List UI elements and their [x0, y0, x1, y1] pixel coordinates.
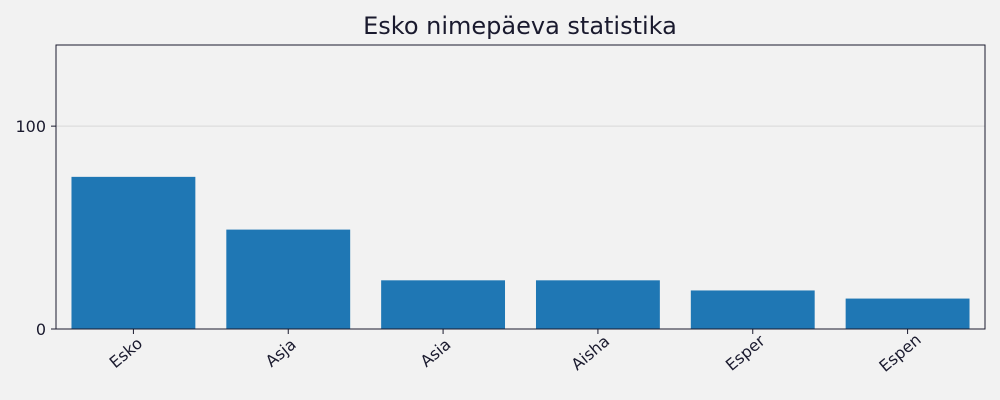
y-axis: 0 100	[15, 117, 56, 339]
y-tick-label: 100	[15, 117, 46, 136]
x-tick-label: Espen	[875, 330, 924, 376]
bar-esko	[71, 177, 195, 329]
bar-espen	[846, 299, 970, 329]
bars	[71, 177, 969, 329]
x-tick-label: Esper	[722, 331, 769, 375]
bar-asja	[226, 230, 350, 329]
x-tick-label: Aisha	[568, 331, 614, 374]
x-axis: Esko Asja Asia Aisha Esper Espen	[106, 329, 925, 376]
bar-esper	[691, 290, 815, 329]
x-tick-label: Asja	[262, 335, 300, 371]
x-tick-label: Asia	[417, 335, 455, 371]
chart-title: Esko nimepäeva statistika	[363, 12, 677, 40]
y-tick-label: 0	[36, 320, 46, 339]
bar-asia	[381, 280, 505, 329]
x-tick-label: Esko	[106, 334, 147, 372]
bar-aisha	[536, 280, 660, 329]
